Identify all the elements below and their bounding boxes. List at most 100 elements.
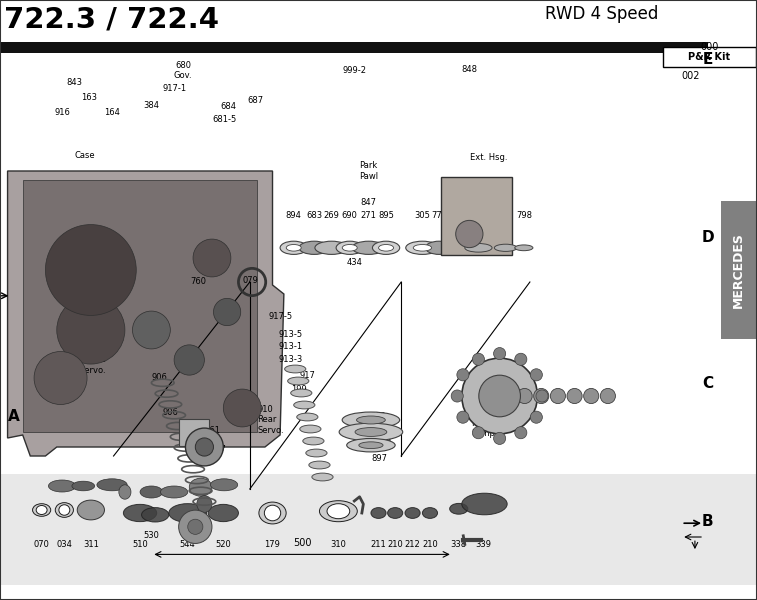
Circle shape: [530, 369, 542, 381]
Circle shape: [195, 438, 213, 456]
Circle shape: [515, 427, 527, 439]
Ellipse shape: [319, 500, 357, 521]
Text: 079: 079: [242, 276, 258, 286]
Bar: [0, 474, 757, 585]
Ellipse shape: [160, 486, 188, 498]
Ellipse shape: [378, 244, 394, 251]
Ellipse shape: [189, 478, 212, 496]
Ellipse shape: [208, 505, 238, 521]
Text: 913-1: 913-1: [279, 341, 303, 350]
Text: 843: 843: [66, 78, 83, 87]
Text: RWD 4 Speed: RWD 4 Speed: [545, 5, 659, 23]
Text: 272: 272: [477, 198, 492, 208]
Ellipse shape: [291, 389, 312, 397]
Text: 310: 310: [331, 540, 346, 549]
Ellipse shape: [339, 423, 403, 441]
Ellipse shape: [312, 473, 333, 481]
Text: 520: 520: [216, 540, 231, 549]
Text: 913-5: 913-5: [279, 330, 303, 340]
Text: 684: 684: [220, 102, 237, 112]
Ellipse shape: [286, 244, 301, 251]
Ellipse shape: [303, 437, 324, 445]
Circle shape: [494, 433, 506, 445]
Text: 897: 897: [371, 454, 387, 463]
Text: 921: 921: [84, 329, 100, 338]
Text: E: E: [702, 52, 713, 67]
Ellipse shape: [300, 425, 321, 433]
Ellipse shape: [285, 365, 306, 373]
Text: 905
Front
Servo.: 905 Front Servo.: [79, 345, 106, 375]
Ellipse shape: [515, 245, 533, 251]
Circle shape: [530, 411, 542, 423]
Text: Case: Case: [74, 151, 95, 160]
Text: 210: 210: [388, 540, 403, 549]
Ellipse shape: [299, 241, 329, 254]
Circle shape: [515, 353, 527, 365]
Text: 687: 687: [248, 96, 264, 106]
Text: 848: 848: [461, 64, 478, 73]
Circle shape: [472, 353, 484, 365]
Text: Park
Pawl: Park Pawl: [359, 161, 378, 181]
Text: 339: 339: [475, 540, 491, 549]
Bar: [23, 180, 257, 432]
Ellipse shape: [465, 244, 492, 252]
Text: 798: 798: [516, 211, 532, 220]
Ellipse shape: [405, 508, 420, 518]
Text: 164: 164: [104, 108, 120, 118]
Ellipse shape: [357, 416, 385, 424]
Ellipse shape: [72, 481, 95, 491]
Circle shape: [45, 224, 136, 316]
Circle shape: [179, 510, 212, 544]
Text: 434: 434: [347, 258, 363, 266]
Ellipse shape: [210, 479, 238, 491]
Circle shape: [457, 369, 469, 381]
Bar: [179, 419, 209, 446]
Ellipse shape: [413, 244, 431, 251]
Circle shape: [494, 347, 506, 359]
Text: 910
Rear
Servo.: 910 Rear Servo.: [257, 405, 284, 435]
Ellipse shape: [197, 496, 212, 512]
Ellipse shape: [306, 449, 327, 457]
Text: 070: 070: [34, 540, 49, 549]
Text: 913-3: 913-3: [279, 355, 303, 364]
Text: 074: 074: [471, 211, 486, 220]
Ellipse shape: [169, 503, 207, 523]
Text: 683: 683: [306, 211, 322, 220]
Circle shape: [600, 388, 615, 404]
Text: 210: 210: [422, 540, 438, 549]
Bar: [441, 177, 512, 255]
Ellipse shape: [342, 412, 400, 428]
Ellipse shape: [371, 508, 386, 518]
Ellipse shape: [494, 244, 517, 251]
Text: 361: 361: [204, 426, 220, 435]
Text: 305: 305: [415, 211, 430, 220]
Bar: [0, 42, 708, 53]
Ellipse shape: [140, 486, 163, 498]
FancyBboxPatch shape: [663, 47, 755, 67]
Circle shape: [188, 519, 203, 535]
Text: 179: 179: [265, 540, 280, 549]
Circle shape: [57, 296, 125, 364]
Ellipse shape: [309, 461, 330, 469]
Text: 770: 770: [431, 211, 447, 220]
Text: 906: 906: [163, 408, 179, 417]
Ellipse shape: [425, 241, 453, 254]
Circle shape: [534, 388, 549, 404]
Ellipse shape: [355, 428, 387, 436]
Text: 999-2: 999-2: [342, 66, 366, 75]
Circle shape: [213, 298, 241, 326]
Text: 914: 914: [377, 439, 393, 449]
Text: 364: 364: [377, 426, 393, 435]
Text: 916: 916: [55, 108, 70, 118]
Text: 034: 034: [57, 540, 72, 549]
Ellipse shape: [372, 241, 400, 254]
Ellipse shape: [264, 505, 281, 521]
Ellipse shape: [336, 241, 363, 254]
Text: 000: 000: [700, 42, 718, 52]
Text: 906: 906: [151, 373, 167, 383]
Ellipse shape: [450, 503, 468, 514]
Text: 894: 894: [286, 211, 301, 220]
Text: 002: 002: [681, 71, 699, 81]
Circle shape: [517, 388, 532, 404]
Text: 722.3 / 722.4: 722.3 / 722.4: [4, 5, 219, 33]
